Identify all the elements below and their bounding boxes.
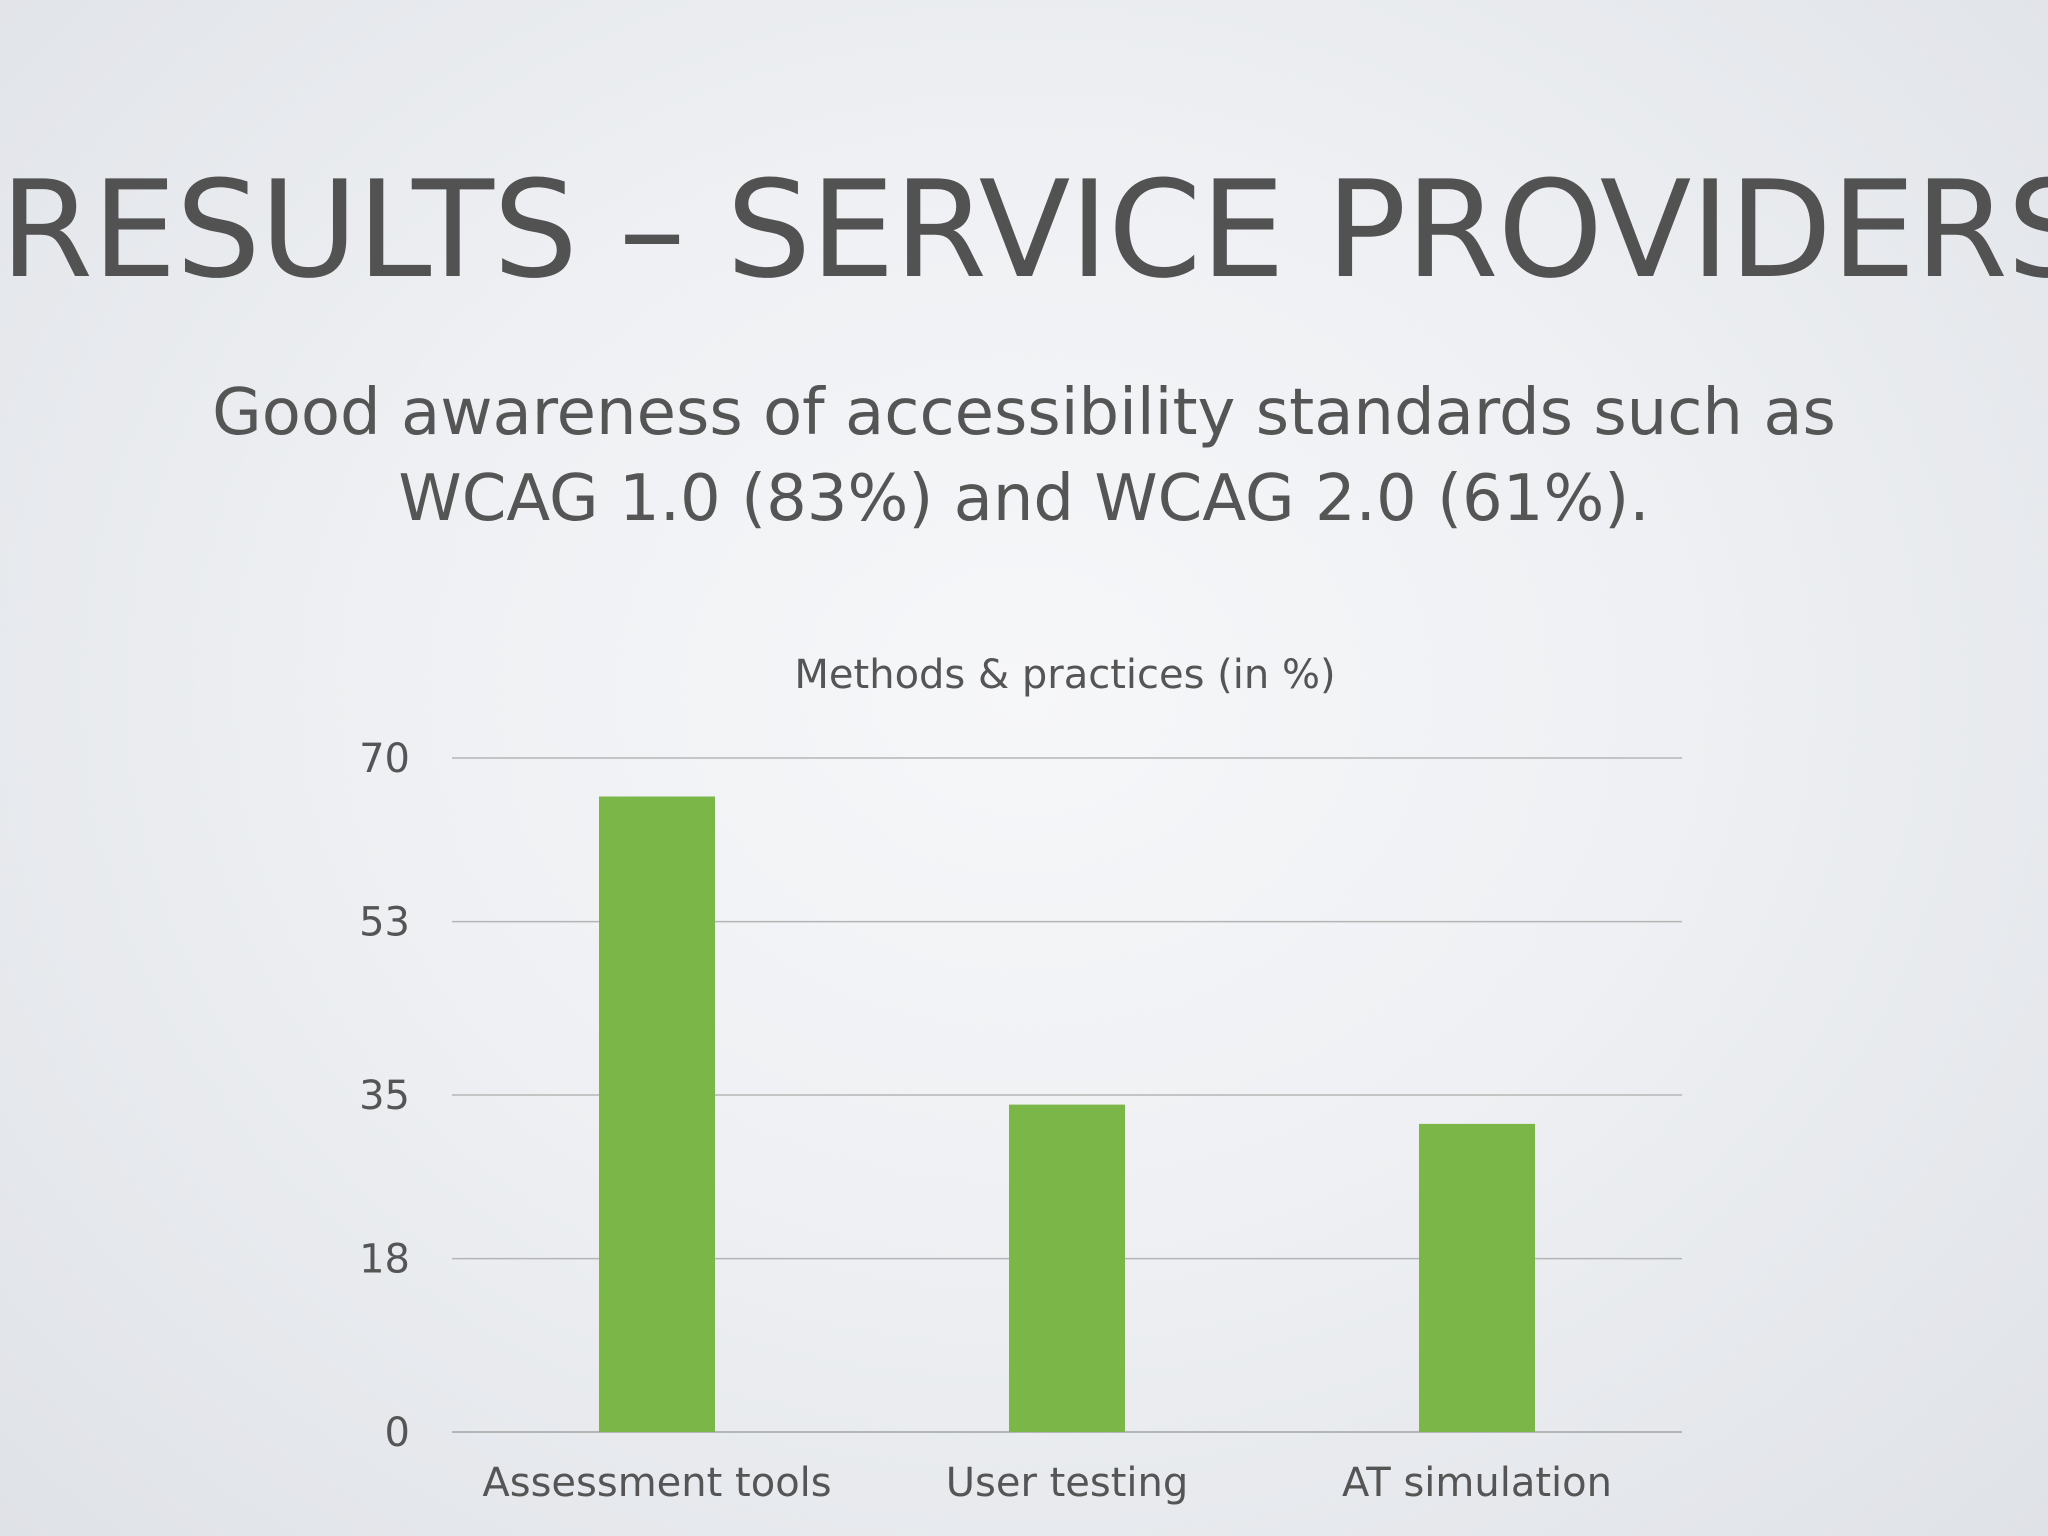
slide-title: RESULTS – SERVICE PROVIDERS [0,152,2048,308]
bar [1009,1104,1125,1432]
x-axis-categories: Assessment tools User testing AT simulatio… [482,1460,1612,1506]
y-axis-ticks: 0 18 35 53 70 [359,736,410,1456]
slide-subtitle: Good awareness of accessibility standard… [200,370,1848,542]
bars [599,796,1535,1432]
x-category-label: Assessment tools [482,1460,831,1506]
y-tick-label: 18 [359,1237,410,1283]
y-tick-label: 53 [359,900,410,946]
y-tick-label: 35 [359,1073,410,1119]
y-tick-label: 0 [385,1410,410,1456]
bar [1419,1123,1535,1432]
bar [599,796,715,1432]
y-tick-label: 70 [359,736,410,782]
subtitle-line-2: WCAG 1.0 (83%) and WCAG 2.0 (61%). [398,462,1650,536]
subtitle-line-1: Good awareness of accessibility standard… [212,376,1836,450]
chart-title: Methods & practices (in %) [794,652,1335,698]
x-category-label: AT simulation [1342,1460,1612,1506]
x-category-label: User testing [946,1460,1189,1506]
